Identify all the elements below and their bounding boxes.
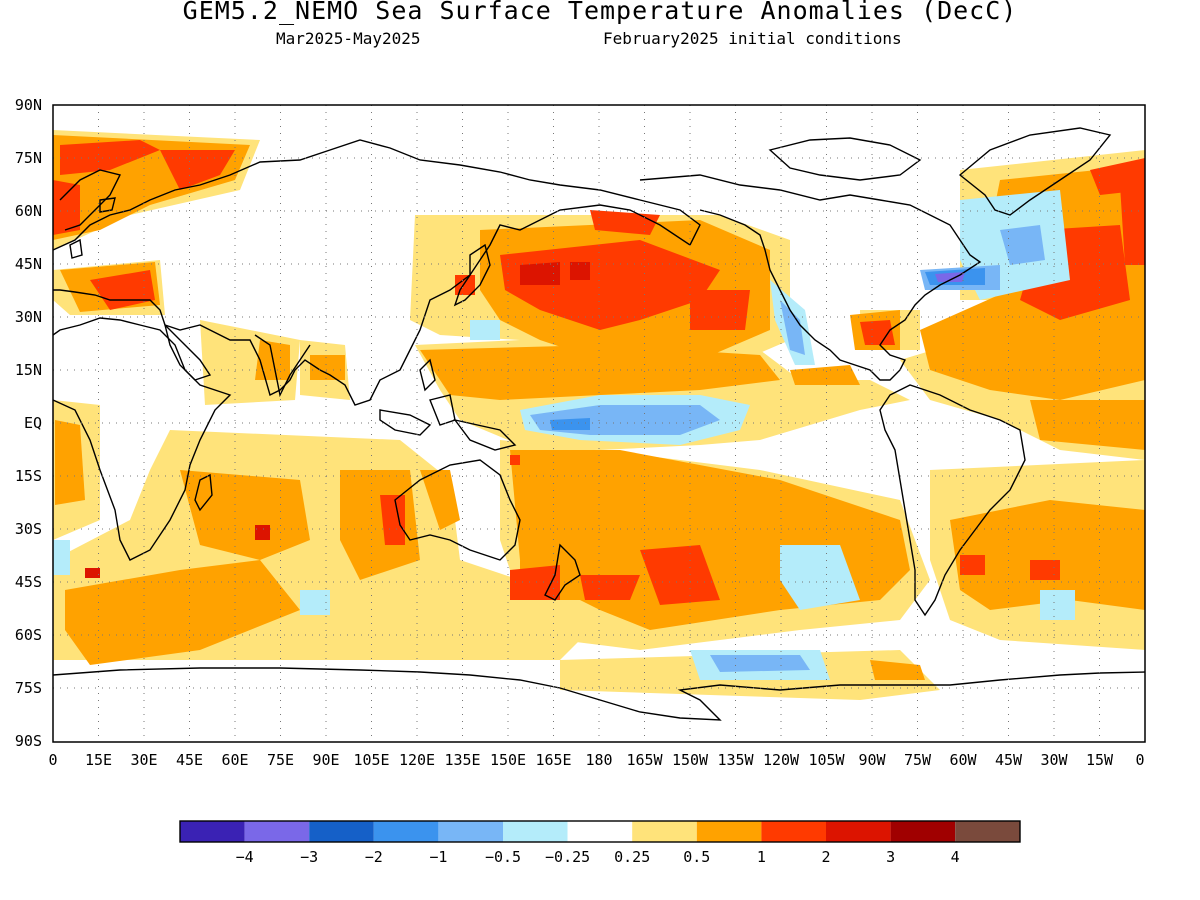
lon-label: 60W [949,751,977,769]
lon-label: 0 [48,751,57,769]
lon-label: 90E [312,751,339,769]
lon-label: 45E [176,751,203,769]
latitude-labels: 90N 75N 60N 45N 30N 15N EQ 15S 30S 45S 6… [15,96,42,750]
lon-label: 0 [1135,751,1144,769]
anomaly-field [53,130,1145,700]
colorbar-swatch [567,821,633,842]
colorbar-label: −1 [429,848,447,866]
colorbar-swatch [503,821,568,842]
lat-label: 15S [15,467,42,485]
map-title: GEM5.2_NEMO Sea Surface Temperature Anom… [182,0,1018,25]
lon-label: 150E [490,751,526,769]
colorbar-swatch [955,821,1020,842]
lon-label: 15E [85,751,112,769]
lon-label: 90W [858,751,886,769]
colorbar-label: −4 [236,848,254,866]
lat-label: 60N [15,202,42,220]
lon-label: 135E [444,751,480,769]
lon-label: 60E [221,751,248,769]
lon-label: 120W [763,751,800,769]
colorbar-swatch [438,821,503,842]
colorbar-swatch [761,821,826,842]
colorbar-label: −2 [365,848,383,866]
colorbar-swatch [826,821,891,842]
colorbar-swatch [632,821,697,842]
colorbar-label: −0.25 [545,848,590,866]
graticule [53,105,1145,742]
lat-label: 15N [15,361,42,379]
colorbar-label: −3 [300,848,318,866]
colorbar-label: 0.25 [614,848,650,866]
lat-label: 30S [15,520,42,538]
colorbar-label: 1 [757,848,766,866]
lon-label: 75W [904,751,932,769]
lat-label: 75N [15,149,42,167]
map-frame [52,104,1146,743]
colorbar-swatch [244,821,310,842]
lat-label: 90S [15,732,42,750]
lat-label: 45N [15,255,42,273]
lat-label: EQ [24,414,42,432]
lat-label: 60S [15,626,42,644]
longitude-labels: 0 15E 30E 45E 60E 75E 90E 105E 120E 135E… [48,751,1144,769]
colorbar-swatch [180,821,245,842]
lon-label: 105W [808,751,845,769]
colorbar-label: −0.5 [485,848,521,866]
coastlines [53,127,1145,721]
colorbar-label: 4 [951,848,960,866]
forecast-period: Mar2025-May2025 [276,29,421,48]
colorbar-label: 2 [821,848,830,866]
lon-label: 30E [130,751,157,769]
colorbar-labels: −4 −3 −2 −1 −0.5 −0.25 0.25 0.5 1 2 3 4 [236,848,960,866]
colorbar-swatch [373,821,439,842]
lon-label: 45W [995,751,1023,769]
colorbar-label: 3 [886,848,895,866]
lat-label: 75S [15,679,42,697]
lat-label: 30N [15,308,42,326]
colorbar-label: 0.5 [683,848,710,866]
lat-label: 45S [15,573,42,591]
lon-label: 180 [585,751,612,769]
lon-label: 105E [353,751,389,769]
lon-label: 165W [626,751,663,769]
lon-label: 30W [1040,751,1068,769]
lon-label: 15W [1086,751,1114,769]
lon-label: 75E [267,751,294,769]
lon-label: 150W [672,751,709,769]
lon-label: 165E [535,751,571,769]
colorbar-swatch [696,821,762,842]
lon-label: 135W [717,751,754,769]
lon-label: 120E [399,751,435,769]
colorbar-swatch [309,821,374,842]
lat-label: 90N [15,96,42,114]
initial-conditions: February2025 initial conditions [603,29,902,48]
colorbar-swatch [890,821,956,842]
colorbar [179,820,1021,843]
